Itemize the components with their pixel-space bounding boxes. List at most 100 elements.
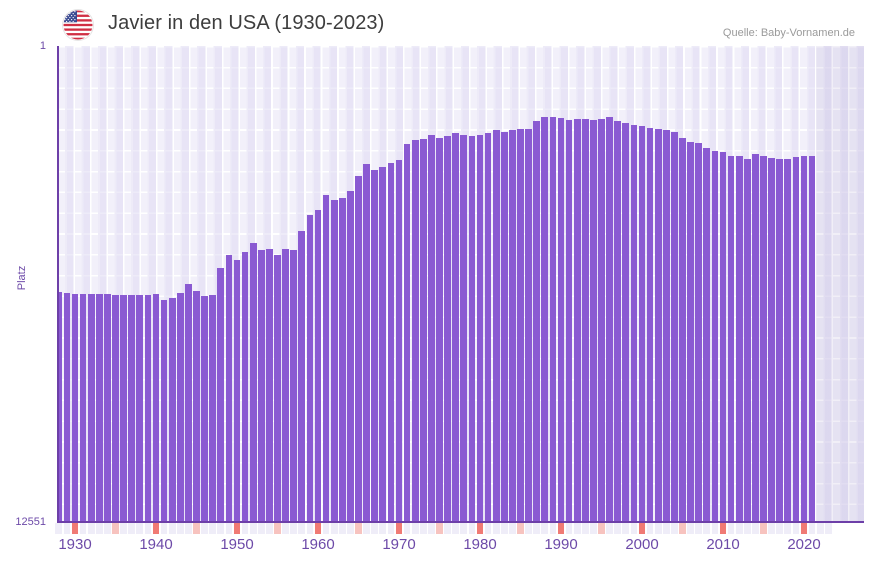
bar-1973[interactable] (419, 139, 427, 522)
bar-1984[interactable] (509, 130, 516, 522)
bar-2004[interactable] (671, 132, 678, 522)
bar-2021[interactable] (808, 156, 816, 522)
bar-2018[interactable] (784, 159, 792, 522)
bar-1931[interactable] (79, 294, 87, 522)
bar-1987[interactable] (533, 121, 541, 522)
bar-1957[interactable] (290, 250, 298, 522)
bar-1952[interactable] (249, 243, 257, 522)
bar-2011[interactable] (727, 156, 735, 522)
bar-1970[interactable] (395, 160, 403, 522)
bar-1933[interactable] (95, 294, 103, 522)
bar-1945[interactable] (193, 291, 200, 522)
bar-1930[interactable] (71, 294, 79, 522)
bar-1998[interactable] (622, 123, 630, 522)
bar-1968[interactable] (379, 167, 387, 522)
chart-header: Javier in den USA (1930-2023) Quelle: Ba… (0, 0, 873, 46)
bar-2007[interactable] (695, 143, 703, 522)
bar-1954[interactable] (266, 249, 273, 522)
bar-2013[interactable] (743, 159, 751, 522)
bar-1974[interactable] (428, 135, 435, 522)
x-axis-label-1970: 1970 (382, 536, 416, 553)
bar-1928[interactable] (57, 292, 63, 522)
bar-2006[interactable] (687, 142, 694, 522)
bar-1932[interactable] (87, 294, 95, 522)
bar-2008[interactable] (703, 148, 711, 522)
bar-1988[interactable] (541, 117, 549, 522)
bar-1967[interactable] (371, 170, 379, 522)
bar-1937[interactable] (128, 295, 136, 522)
bar-1963[interactable] (338, 198, 346, 522)
bar-1992[interactable] (573, 119, 581, 522)
bar-1972[interactable] (411, 140, 419, 522)
bar-1959[interactable] (306, 215, 314, 522)
bar-1997[interactable] (614, 121, 622, 522)
bar-1995[interactable] (598, 119, 605, 522)
bar-1989[interactable] (549, 117, 557, 522)
bar-1939[interactable] (144, 295, 152, 522)
bar-1975[interactable] (436, 138, 443, 522)
bar-2010[interactable] (719, 152, 727, 522)
bar-1935[interactable] (112, 295, 119, 522)
bar-1986[interactable] (525, 129, 532, 522)
bar-1950[interactable] (233, 260, 241, 522)
x-tick-minor-1964 (347, 523, 354, 534)
bar-1971[interactable] (403, 144, 411, 522)
bar-1978[interactable] (460, 135, 468, 522)
bar-1996[interactable] (606, 117, 613, 522)
bar-2019[interactable] (792, 157, 800, 522)
bar-2020[interactable] (800, 156, 808, 522)
x-tick-minor-1961 (322, 523, 330, 534)
bar-1961[interactable] (322, 195, 330, 522)
bar-1956[interactable] (282, 249, 289, 522)
bar-1949[interactable] (225, 255, 233, 522)
bar-1993[interactable] (581, 119, 589, 522)
bar-2000[interactable] (638, 126, 646, 522)
bar-2002[interactable] (654, 129, 662, 522)
bar-1955[interactable] (274, 255, 281, 522)
bar-2005[interactable] (679, 138, 686, 522)
bar-1966[interactable] (363, 164, 370, 522)
bar-1985[interactable] (517, 129, 524, 522)
bar-1941[interactable] (160, 300, 168, 522)
bar-1940[interactable] (152, 294, 160, 522)
bar-2012[interactable] (735, 156, 743, 522)
x-tick-half-1965 (355, 523, 362, 534)
bar-1983[interactable] (500, 132, 508, 522)
bar-1951[interactable] (241, 252, 249, 522)
bar-1958[interactable] (298, 231, 306, 522)
bar-1944[interactable] (185, 284, 192, 522)
bar-1977[interactable] (452, 133, 460, 522)
bar-1976[interactable] (444, 136, 451, 522)
bar-1953[interactable] (257, 250, 265, 522)
bar-1980[interactable] (476, 135, 484, 522)
bar-1938[interactable] (136, 295, 144, 522)
bar-1942[interactable] (168, 298, 176, 522)
bar-1947[interactable] (209, 295, 217, 522)
bar-1990[interactable] (557, 118, 565, 522)
bar-1999[interactable] (630, 125, 638, 522)
bar-1994[interactable] (590, 120, 597, 522)
bar-1936[interactable] (120, 295, 127, 522)
bar-1979[interactable] (468, 136, 476, 522)
x-tick-half-1995 (598, 523, 605, 534)
bar-1929[interactable] (63, 293, 71, 522)
bar-2001[interactable] (646, 128, 654, 522)
bar-1991[interactable] (565, 120, 573, 522)
bar-2014[interactable] (752, 154, 759, 522)
bar-2015[interactable] (760, 156, 767, 522)
bar-1962[interactable] (330, 200, 338, 522)
bar-1969[interactable] (387, 163, 395, 522)
bar-1948[interactable] (217, 268, 225, 522)
bar-1965[interactable] (355, 176, 362, 522)
bar-2017[interactable] (776, 159, 784, 522)
bar-1981[interactable] (484, 133, 492, 522)
bar-1934[interactable] (104, 294, 111, 522)
bar-1946[interactable] (201, 296, 208, 522)
bar-1964[interactable] (347, 191, 354, 522)
bar-1982[interactable] (492, 130, 500, 522)
bar-1943[interactable] (176, 293, 184, 522)
bar-2009[interactable] (711, 151, 719, 522)
bar-2003[interactable] (662, 130, 670, 522)
bar-1960[interactable] (314, 210, 322, 522)
bar-2016[interactable] (768, 158, 775, 522)
